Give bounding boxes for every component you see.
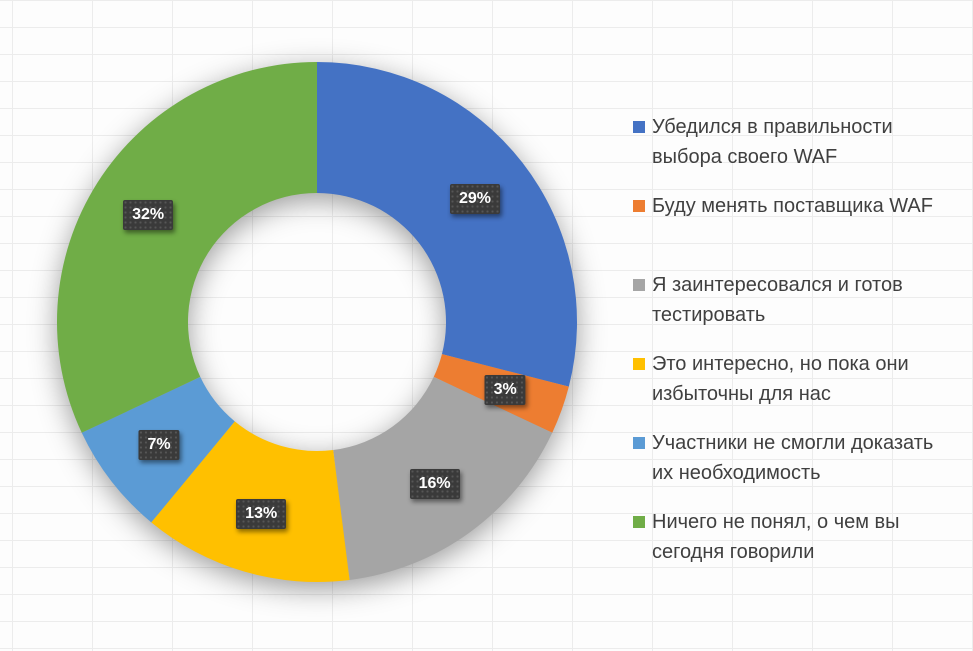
legend-swatch-icon <box>633 200 645 212</box>
data-label-5: 7% <box>138 429 180 460</box>
pie-slice-6 <box>56 62 318 433</box>
data-label-4: 13% <box>236 499 287 530</box>
legend-item-5: Участники не смогли доказать их необходи… <box>633 428 963 507</box>
legend-item-1: Убедился в правильности выбора своего WA… <box>633 112 963 191</box>
legend-label: Это интересно, но пока они избыточны для… <box>652 353 909 405</box>
legend-label: Убедился в правильности выбора своего WA… <box>652 116 893 168</box>
legend-label: Ничего не понял, о чем вы сегодня говори… <box>652 511 900 563</box>
pie-slice-1 <box>317 62 577 387</box>
legend-item-6: Ничего не понял, о чем вы сегодня говори… <box>633 507 963 586</box>
legend-swatch-icon <box>633 121 645 133</box>
legend-label: Буду менять поставщика WAF <box>652 195 933 217</box>
legend-swatch-icon <box>633 516 645 528</box>
legend-item-2: Буду менять поставщика WAF <box>633 191 963 270</box>
legend-swatch-icon <box>633 358 645 370</box>
legend-swatch-icon <box>633 437 645 449</box>
legend-label: Я заинтересовался и готов тестировать <box>652 274 903 326</box>
data-label-6: 32% <box>123 199 174 230</box>
data-label-1: 29% <box>449 184 501 215</box>
legend: Убедился в правильности выбора своего WA… <box>633 112 963 586</box>
legend-label: Участники не смогли доказать их необходи… <box>652 432 934 484</box>
data-label-3: 16% <box>409 468 460 499</box>
legend-swatch-icon <box>633 279 645 291</box>
legend-item-4: Это интересно, но пока они избыточны для… <box>633 349 963 428</box>
legend-item-3: Я заинтересовался и готов тестировать <box>633 270 963 349</box>
data-label-2: 3% <box>484 374 526 405</box>
donut-chart <box>56 62 577 583</box>
